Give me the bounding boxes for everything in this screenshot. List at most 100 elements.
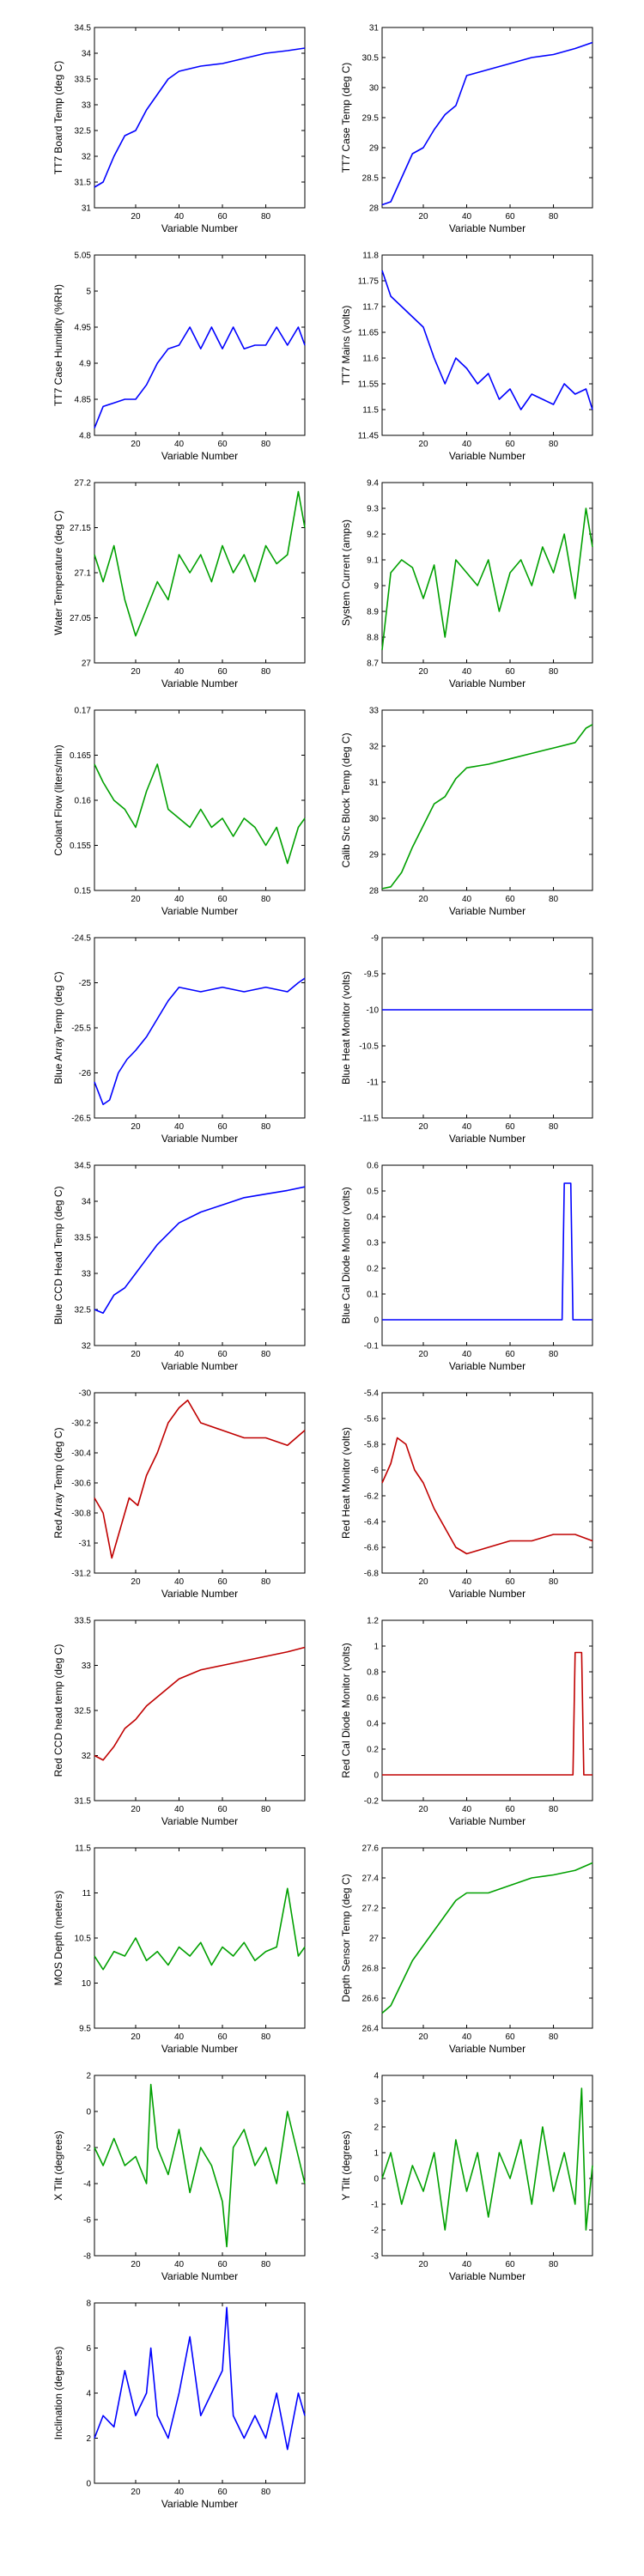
x-tick-label: 40 bbox=[462, 1122, 472, 1132]
x-tick-label: 60 bbox=[505, 2260, 515, 2269]
y-tick-label: 26.8 bbox=[362, 1965, 380, 1974]
y-axis-label: Calib Src Block Temp (deg C) bbox=[340, 732, 352, 867]
y-tick-label: 27.6 bbox=[362, 1844, 380, 1854]
x-tick-label: 80 bbox=[261, 1805, 271, 1814]
x-axis-label: Variable Number bbox=[161, 1588, 238, 1600]
x-tick-label: 80 bbox=[261, 2032, 271, 2042]
y-tick-label: 0.6 bbox=[367, 1162, 379, 1171]
chart-panel: 20 40 60 80 -11.5 -11 -10.5 -10 -9.5 -9 Variable N… bbox=[340, 934, 593, 1145]
y-axis-label: Blue CCD Head Temp (deg C) bbox=[52, 1186, 64, 1324]
y-tick-label: -11.5 bbox=[360, 1115, 379, 1124]
x-tick-label: 60 bbox=[217, 1805, 228, 1814]
chart-panel: 20 40 60 80 4.8 4.85 4.9 4.95 5 5.05 Variable Numb… bbox=[52, 252, 306, 462]
y-tick-label: -11 bbox=[367, 1078, 379, 1088]
y-tick-label: -6.2 bbox=[364, 1492, 380, 1502]
x-axis-label: Variable Number bbox=[449, 1815, 526, 1827]
x-tick-label: 20 bbox=[418, 1805, 428, 1814]
x-axis-label: Variable Number bbox=[161, 1133, 238, 1145]
plot-area bbox=[381, 27, 593, 209]
y-tick-label: 0 bbox=[374, 1771, 379, 1781]
series-line bbox=[94, 2083, 306, 2248]
y-tick-label: 0.2 bbox=[367, 1746, 379, 1755]
y-axis-label: TT7 Case Temp (deg C) bbox=[340, 63, 352, 173]
x-axis-label: Variable Number bbox=[449, 222, 526, 234]
plot-area bbox=[94, 709, 306, 891]
x-tick-label: 80 bbox=[549, 1122, 559, 1132]
x-axis-label: Variable Number bbox=[161, 1815, 238, 1827]
x-tick-label: 20 bbox=[131, 1805, 141, 1814]
x-tick-label: 60 bbox=[217, 2260, 228, 2269]
x-tick-label: 20 bbox=[418, 1577, 428, 1587]
plot-area bbox=[381, 1164, 593, 1346]
y-tick-label: 9.5 bbox=[79, 2025, 91, 2034]
y-tick-label: 0.8 bbox=[367, 1668, 379, 1678]
x-tick-label: 20 bbox=[418, 212, 428, 222]
y-tick-label: -6.8 bbox=[364, 1570, 380, 1579]
x-tick-label: 80 bbox=[261, 1350, 271, 1359]
x-tick-label: 60 bbox=[505, 212, 515, 222]
x-tick-label: 80 bbox=[549, 1577, 559, 1587]
y-tick-label: 10 bbox=[82, 1979, 92, 1989]
y-tick-label: 27.05 bbox=[70, 614, 91, 623]
x-tick-label: 20 bbox=[418, 2260, 428, 2269]
x-axis-label: Variable Number bbox=[161, 2498, 238, 2510]
y-tick-label: 8.9 bbox=[367, 608, 379, 617]
x-tick-label: 60 bbox=[217, 2032, 228, 2042]
y-tick-label: 11.45 bbox=[358, 432, 380, 441]
x-tick-label: 40 bbox=[462, 895, 472, 904]
x-tick-label: 60 bbox=[505, 1577, 515, 1587]
plot-area bbox=[94, 1847, 306, 2029]
x-axis-label: Variable Number bbox=[161, 450, 238, 462]
chart-panel: 20 40 60 80 0 2 4 6 8 Variable Number Inclination … bbox=[52, 2300, 306, 2510]
chart-panel: 20 40 60 80 -6.8 -6.6 -6.4 -6.2 -6 -5.8 -5.6 -5.4 Va… bbox=[340, 1389, 593, 1600]
x-tick-label: 40 bbox=[174, 667, 185, 677]
y-tick-label: 2 bbox=[86, 2072, 91, 2081]
y-tick-label: 11.7 bbox=[362, 303, 379, 313]
plot-area bbox=[94, 1392, 306, 1574]
y-tick-label: 0.1 bbox=[367, 1291, 379, 1300]
plot-area bbox=[381, 1392, 593, 1574]
series-line bbox=[94, 977, 306, 1106]
plot-area bbox=[94, 1619, 306, 1801]
x-tick-label: 20 bbox=[418, 667, 428, 677]
y-tick-label: 11.75 bbox=[358, 277, 380, 287]
y-tick-label: -8 bbox=[83, 2252, 91, 2262]
y-tick-label: 0.2 bbox=[367, 1265, 379, 1274]
plot-area bbox=[94, 2302, 306, 2484]
series-line bbox=[381, 507, 593, 651]
y-tick-label: 32.5 bbox=[75, 1707, 92, 1716]
y-tick-label: 31 bbox=[369, 779, 380, 788]
x-tick-label: 20 bbox=[418, 1122, 428, 1132]
y-tick-label: -3 bbox=[371, 2252, 379, 2262]
plot-area bbox=[94, 27, 306, 209]
x-axis-label: Variable Number bbox=[161, 677, 238, 690]
y-tick-label: 26.4 bbox=[362, 2025, 380, 2034]
y-tick-label: 0 bbox=[374, 2175, 379, 2184]
y-tick-label: 33 bbox=[82, 101, 92, 111]
x-tick-label: 40 bbox=[462, 1350, 472, 1359]
chart-panel: 20 40 60 80 28 29 30 31 32 33 Variable Number Calib… bbox=[340, 707, 593, 917]
y-tick-label: -4 bbox=[83, 2180, 91, 2190]
series-line bbox=[94, 1887, 306, 1971]
y-tick-label: 0 bbox=[374, 1316, 379, 1326]
x-tick-label: 40 bbox=[462, 2032, 472, 2042]
y-tick-label: 28 bbox=[369, 887, 380, 896]
y-tick-label: 33.5 bbox=[75, 1617, 92, 1626]
x-axis-label: Variable Number bbox=[161, 2043, 238, 2055]
y-tick-label: -0.2 bbox=[364, 1797, 380, 1807]
x-tick-label: 60 bbox=[505, 1805, 515, 1814]
series-line bbox=[381, 1437, 593, 1555]
x-tick-label: 60 bbox=[505, 1350, 515, 1359]
x-tick-label: 40 bbox=[174, 440, 185, 449]
x-tick-label: 20 bbox=[131, 2260, 141, 2269]
y-tick-label: -25.5 bbox=[71, 1024, 91, 1034]
y-axis-label: TT7 Mains (volts) bbox=[340, 306, 352, 386]
x-axis-label: Variable Number bbox=[449, 450, 526, 462]
y-tick-label: 27 bbox=[82, 659, 92, 669]
y-tick-label: 0.155 bbox=[70, 841, 91, 851]
y-tick-label: 33 bbox=[82, 1270, 92, 1279]
x-tick-label: 40 bbox=[174, 1577, 185, 1587]
y-tick-label: 33.5 bbox=[75, 76, 92, 85]
y-tick-label: 0.17 bbox=[75, 707, 92, 716]
y-tick-label: -5.4 bbox=[364, 1389, 380, 1399]
